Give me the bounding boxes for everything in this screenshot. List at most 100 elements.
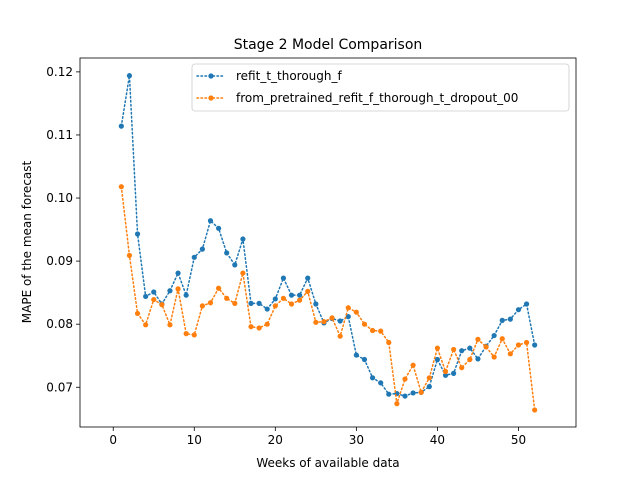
axes-layer: 0 10 20 30 40 50 0.07 0.08 0.09 0.10 0.11 0.12 [46, 65, 526, 447]
data-point [426, 384, 432, 390]
data-point [248, 300, 254, 306]
data-point [191, 332, 197, 338]
data-point [451, 346, 457, 353]
data-point [248, 324, 254, 330]
data-point [199, 246, 205, 252]
data-point [378, 380, 384, 386]
series-line-2 [120, 185, 536, 411]
data-point [378, 328, 384, 334]
data-point [134, 310, 141, 317]
data-point [288, 292, 295, 298]
data-point [305, 275, 311, 281]
data-point [353, 309, 359, 315]
data-point [191, 254, 197, 260]
data-point [418, 389, 424, 395]
data-point [288, 301, 295, 307]
data-point [167, 288, 173, 294]
data-point [434, 356, 441, 363]
data-point [199, 303, 205, 309]
series-line-1 [120, 75, 536, 397]
data-point [345, 305, 351, 311]
data-point [134, 231, 141, 237]
data-point [313, 301, 319, 307]
data-point [143, 322, 149, 328]
x-tick-label: 30 [349, 433, 364, 447]
data-point [507, 316, 513, 322]
data-point [515, 307, 522, 313]
data-point [183, 331, 189, 337]
data-point [459, 365, 465, 371]
data-point [143, 293, 149, 300]
data-point [467, 356, 473, 363]
data-point [426, 375, 432, 381]
x-tick-label: 50 [511, 433, 526, 447]
data-point [215, 285, 222, 291]
data-point [337, 318, 343, 324]
data-point [410, 390, 416, 396]
legend-label-2: from_pretrained_refit_f_thorough_t_dropo… [236, 91, 518, 105]
data-point [532, 342, 538, 348]
data-point [126, 73, 133, 79]
y-tick-label: 0.08 [46, 317, 73, 331]
data-point [264, 306, 270, 312]
legend-frame [191, 63, 570, 112]
data-point [118, 184, 124, 190]
data-point [297, 297, 303, 303]
y-tick-label: 0.11 [46, 128, 73, 142]
data-point [215, 225, 222, 231]
data-point [386, 339, 392, 346]
data-point [256, 325, 262, 331]
data-point [224, 250, 230, 256]
data-point [272, 296, 278, 302]
data-point [369, 375, 376, 381]
data-point [402, 393, 408, 399]
data-point [451, 370, 457, 376]
data-point [434, 345, 441, 351]
data-point [240, 270, 246, 276]
data-point [361, 321, 368, 327]
data-point [175, 270, 181, 276]
y-tick-label: 0.10 [46, 191, 73, 205]
x-tick-label: 20 [268, 433, 283, 447]
data-point [523, 301, 530, 307]
data-point [337, 333, 343, 339]
data-point [329, 315, 335, 321]
data-point [515, 342, 522, 348]
data-point [442, 368, 449, 375]
data-point [224, 295, 230, 301]
data-point [118, 123, 124, 129]
data-point [297, 292, 303, 298]
data-point [207, 300, 214, 306]
data-point [467, 345, 473, 351]
data-point [507, 351, 513, 357]
data-point [345, 314, 351, 320]
data-point [183, 292, 189, 298]
data-point [272, 303, 278, 309]
x-tick-label: 40 [430, 433, 445, 447]
plot-frame [79, 57, 577, 428]
data-point [386, 391, 392, 397]
data-point [256, 300, 262, 306]
data-point [167, 322, 173, 328]
data-point [532, 407, 538, 413]
data-point [523, 339, 530, 346]
data-point [151, 289, 157, 295]
legend: refit_t_thorough_f from_pretrained_refit_… [191, 63, 570, 112]
data-point [369, 327, 376, 334]
data-point [321, 319, 327, 325]
data-point [499, 336, 505, 342]
data-point [207, 218, 214, 224]
x-axis-label: Weeks of available data [256, 456, 399, 470]
legend-marker-2 [208, 95, 214, 101]
data-point [240, 236, 246, 242]
legend-label-1: refit_t_thorough_f [236, 69, 343, 83]
legend-marker-1 [208, 73, 214, 79]
x-tick-label: 10 [187, 433, 202, 447]
data-point [151, 296, 157, 303]
data-point [159, 302, 165, 308]
data-point [353, 352, 359, 358]
data-point [483, 344, 489, 350]
data-point [442, 372, 449, 378]
data-point [361, 356, 368, 363]
